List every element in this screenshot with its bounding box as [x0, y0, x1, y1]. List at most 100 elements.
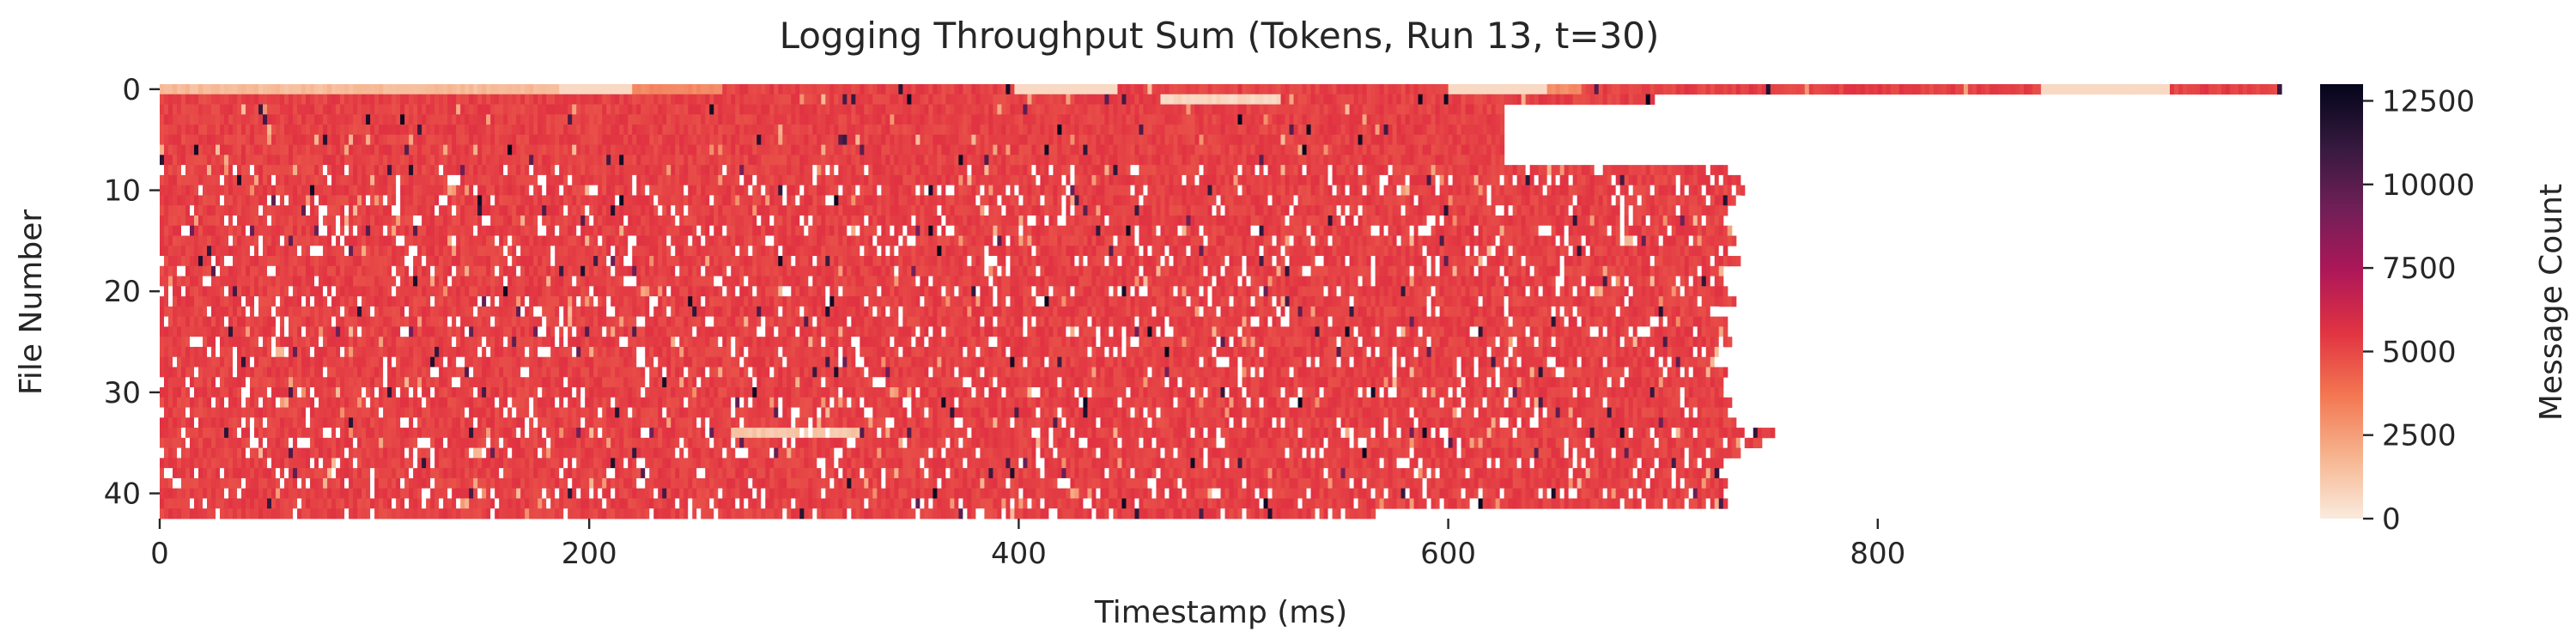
heatmap-cell: [675, 195, 680, 206]
heatmap-cell: [1585, 195, 1591, 206]
heatmap-cell: [447, 104, 453, 115]
heatmap-cell: [890, 165, 895, 176]
heatmap-cell: [1078, 205, 1084, 216]
heatmap-cell: [426, 104, 431, 115]
heatmap-cell: [748, 94, 753, 105]
heatmap-cell: [1276, 94, 1282, 105]
heatmap-cell: [2225, 84, 2231, 95]
heatmap-cell: [542, 215, 547, 227]
heatmap-cell: [1121, 114, 1127, 125]
heatmap-cell: [1890, 84, 1896, 95]
heatmap-cell: [469, 125, 474, 136]
heatmap-cell: [1121, 94, 1127, 105]
heatmap-cell: [168, 104, 173, 115]
heatmap-cell: [1452, 104, 1458, 115]
heatmap-cell: [177, 174, 182, 186]
heatmap-cell: [1452, 125, 1458, 136]
heatmap-cell: [1332, 144, 1338, 155]
heatmap-cell: [559, 155, 564, 166]
heatmap-cell: [1134, 144, 1140, 155]
heatmap-cell: [1212, 174, 1218, 186]
heatmap-cell: [383, 195, 388, 206]
heatmap-cell: [834, 114, 839, 125]
heatmap-cell: [619, 114, 624, 125]
heatmap-cell: [1452, 165, 1458, 176]
heatmap-cell: [349, 125, 354, 136]
heatmap-cell: [1658, 165, 1664, 176]
heatmap-cell: [1409, 195, 1415, 206]
heatmap-cell: [1714, 205, 1720, 216]
heatmap-cell: [220, 104, 225, 115]
heatmap-cell: [894, 134, 899, 146]
heatmap-cell: [580, 195, 586, 206]
heatmap-cell: [933, 195, 938, 206]
heatmap-cell: [1259, 125, 1265, 136]
heatmap-cell: [829, 185, 835, 196]
heatmap-cell: [1379, 215, 1385, 227]
heatmap-cell: [185, 144, 191, 155]
heatmap-cell: [1224, 114, 1230, 125]
heatmap-cell: [336, 205, 341, 216]
heatmap-cell: [941, 104, 946, 115]
heatmap-cell: [1220, 174, 1226, 186]
heatmap-cell: [1096, 174, 1102, 186]
heatmap-cell: [1461, 205, 1467, 216]
heatmap-cell: [1109, 155, 1115, 166]
heatmap-cell: [924, 134, 929, 146]
heatmap-cell: [177, 104, 182, 115]
heatmap-cell: [344, 225, 349, 236]
heatmap-cell: [1255, 165, 1261, 176]
heatmap-cell: [1233, 134, 1239, 146]
heatmap-cell: [1611, 84, 1617, 95]
heatmap-cell: [1259, 114, 1265, 125]
heatmap-cell: [718, 125, 723, 136]
heatmap-cell: [1486, 104, 1492, 115]
heatmap-cell: [1109, 104, 1115, 115]
heatmap-cell: [1023, 185, 1029, 196]
heatmap-cell: [662, 205, 667, 216]
heatmap-cell: [216, 125, 221, 136]
heatmap-cell: [834, 185, 839, 196]
heatmap-cell: [911, 84, 916, 95]
heatmap-cell: [868, 134, 873, 146]
heatmap-cell: [250, 134, 255, 146]
heatmap-cell: [495, 104, 500, 115]
heatmap-cell: [1173, 134, 1179, 146]
heatmap-cell: [898, 165, 903, 176]
heatmap-cell: [1516, 165, 1522, 176]
heatmap-cell: [1564, 215, 1570, 227]
heatmap-cell: [198, 205, 204, 216]
heatmap-cell: [1637, 84, 1643, 95]
heatmap-cell: [1409, 104, 1415, 115]
heatmap-cell: [1177, 134, 1183, 146]
heatmap-cell: [1611, 205, 1617, 216]
heatmap-cell: [933, 215, 938, 227]
heatmap-cell: [254, 215, 259, 227]
heatmap-cell: [246, 104, 251, 115]
heatmap-cell: [486, 205, 491, 216]
heatmap-cell: [1774, 84, 1780, 95]
heatmap-cell: [1001, 104, 1006, 115]
heatmap-cell: [756, 144, 762, 155]
heatmap-cell: [495, 114, 500, 125]
heatmap-cell: [568, 94, 573, 105]
heatmap-cell: [1186, 185, 1192, 196]
heatmap-cell: [1538, 174, 1544, 186]
heatmap-cell: [379, 174, 384, 186]
heatmap-cell: [426, 134, 431, 146]
heatmap-cell: [525, 165, 530, 176]
heatmap-cell: [426, 215, 431, 227]
heatmap-cell: [636, 185, 641, 196]
heatmap-cell: [224, 195, 229, 206]
heatmap-cell: [1001, 174, 1006, 186]
heatmap-cell: [495, 205, 500, 216]
heatmap-cell: [954, 134, 959, 146]
heatmap-cell: [666, 174, 671, 186]
heatmap-cell: [353, 144, 358, 155]
heatmap-cell: [465, 174, 470, 186]
heatmap-cell: [237, 125, 242, 136]
heatmap-cell: [1349, 84, 1355, 95]
heatmap-cell: [1164, 205, 1170, 216]
heatmap-cell: [327, 155, 332, 166]
heatmap-cell: [1431, 114, 1437, 125]
